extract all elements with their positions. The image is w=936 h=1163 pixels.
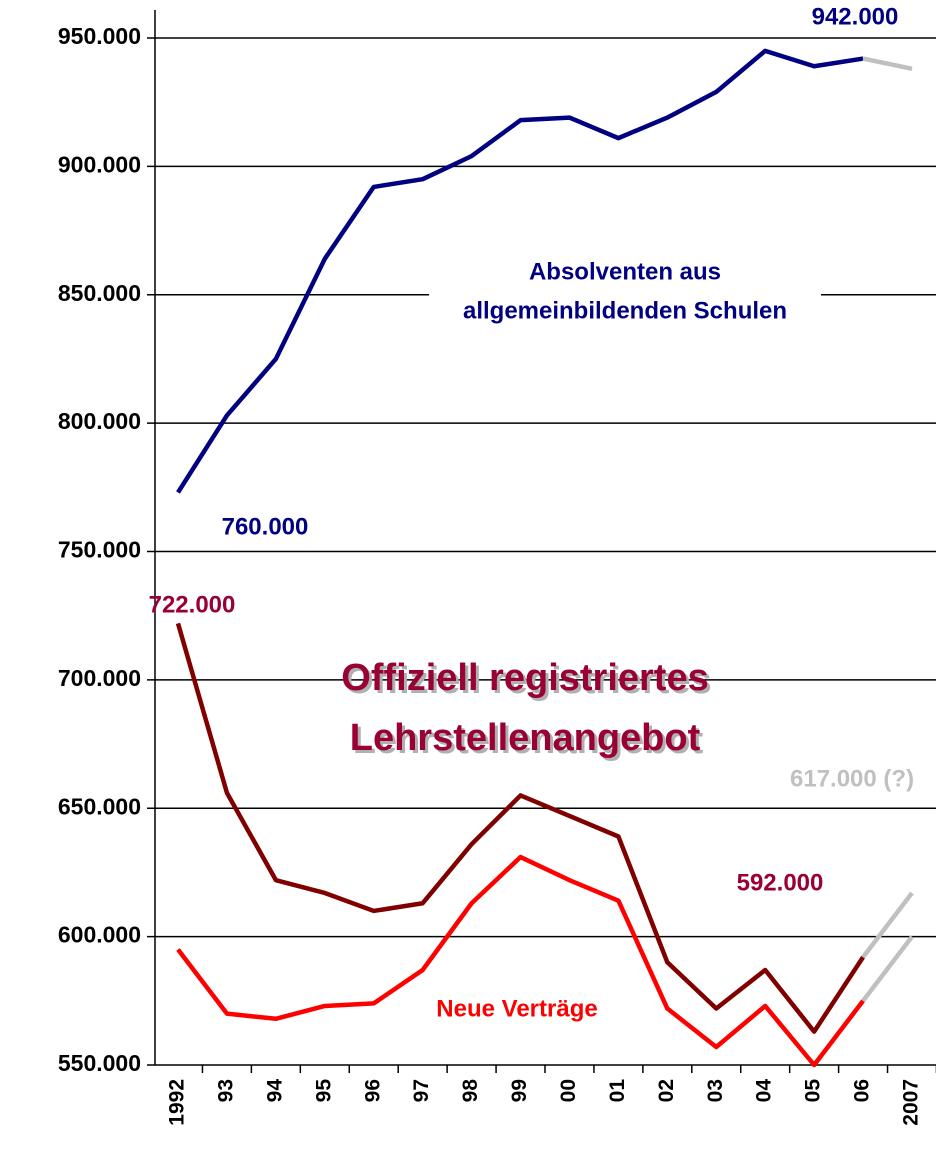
x-tick-label: 01 <box>606 1079 629 1103</box>
label-bg <box>429 290 821 334</box>
x-tick-label: 94 <box>263 1079 286 1103</box>
y-tick-label: 550.000 <box>58 1050 141 1076</box>
y-tick-label: 900.000 <box>58 151 141 177</box>
x-tick-label: 04 <box>753 1079 776 1103</box>
annotation: 722.000 <box>149 591 236 618</box>
y-tick-label: 700.000 <box>58 665 141 691</box>
x-tick-label: 2007 <box>900 1079 923 1126</box>
annotation: 592.000 <box>737 869 824 896</box>
x-tick-label: 98 <box>459 1079 482 1103</box>
y-tick-label: 950.000 <box>58 23 141 49</box>
series-line <box>176 48 864 494</box>
series-line <box>175 622 865 1034</box>
annotation: allgemeinbildenden Schulen <box>463 297 787 324</box>
annotation: Lehrstellenangebot <box>350 717 701 759</box>
x-tick-label: 99 <box>508 1079 531 1102</box>
y-tick-label: 650.000 <box>58 793 141 819</box>
x-tick-label: 06 <box>851 1079 874 1102</box>
x-tick-label: 02 <box>655 1079 678 1102</box>
y-tick-label: 750.000 <box>58 537 141 563</box>
label-shadow: Lehrstellenangebot <box>353 720 704 762</box>
x-tick-label: 96 <box>361 1079 384 1102</box>
x-tick-label: 93 <box>214 1079 237 1102</box>
y-tick-label: 850.000 <box>58 280 141 306</box>
x-tick-label: 00 <box>557 1079 580 1102</box>
x-tick-label: 03 <box>704 1079 727 1102</box>
x-tick-label: 1992 <box>166 1079 189 1126</box>
series-line <box>862 56 913 72</box>
series-line <box>861 935 914 1003</box>
annotation: Offiziell registriertes <box>341 657 708 699</box>
annotation: 617.000 (?) <box>790 765 914 792</box>
series-line <box>861 891 914 959</box>
x-tick-label: 97 <box>410 1079 433 1102</box>
x-tick-label: 05 <box>802 1079 825 1103</box>
label-bg <box>505 251 745 295</box>
annotation: 760.000 <box>222 513 309 540</box>
annotation: Absolventen aus <box>529 258 721 285</box>
y-tick-label: 600.000 <box>58 922 141 948</box>
label-shadow: Offiziell registriertes <box>344 660 711 702</box>
annotation: 942.000 <box>812 3 899 30</box>
y-tick-label: 800.000 <box>58 408 141 434</box>
x-tick-label: 95 <box>312 1079 335 1103</box>
series-line <box>176 854 865 1068</box>
annotation: Neue Verträge <box>436 995 597 1022</box>
